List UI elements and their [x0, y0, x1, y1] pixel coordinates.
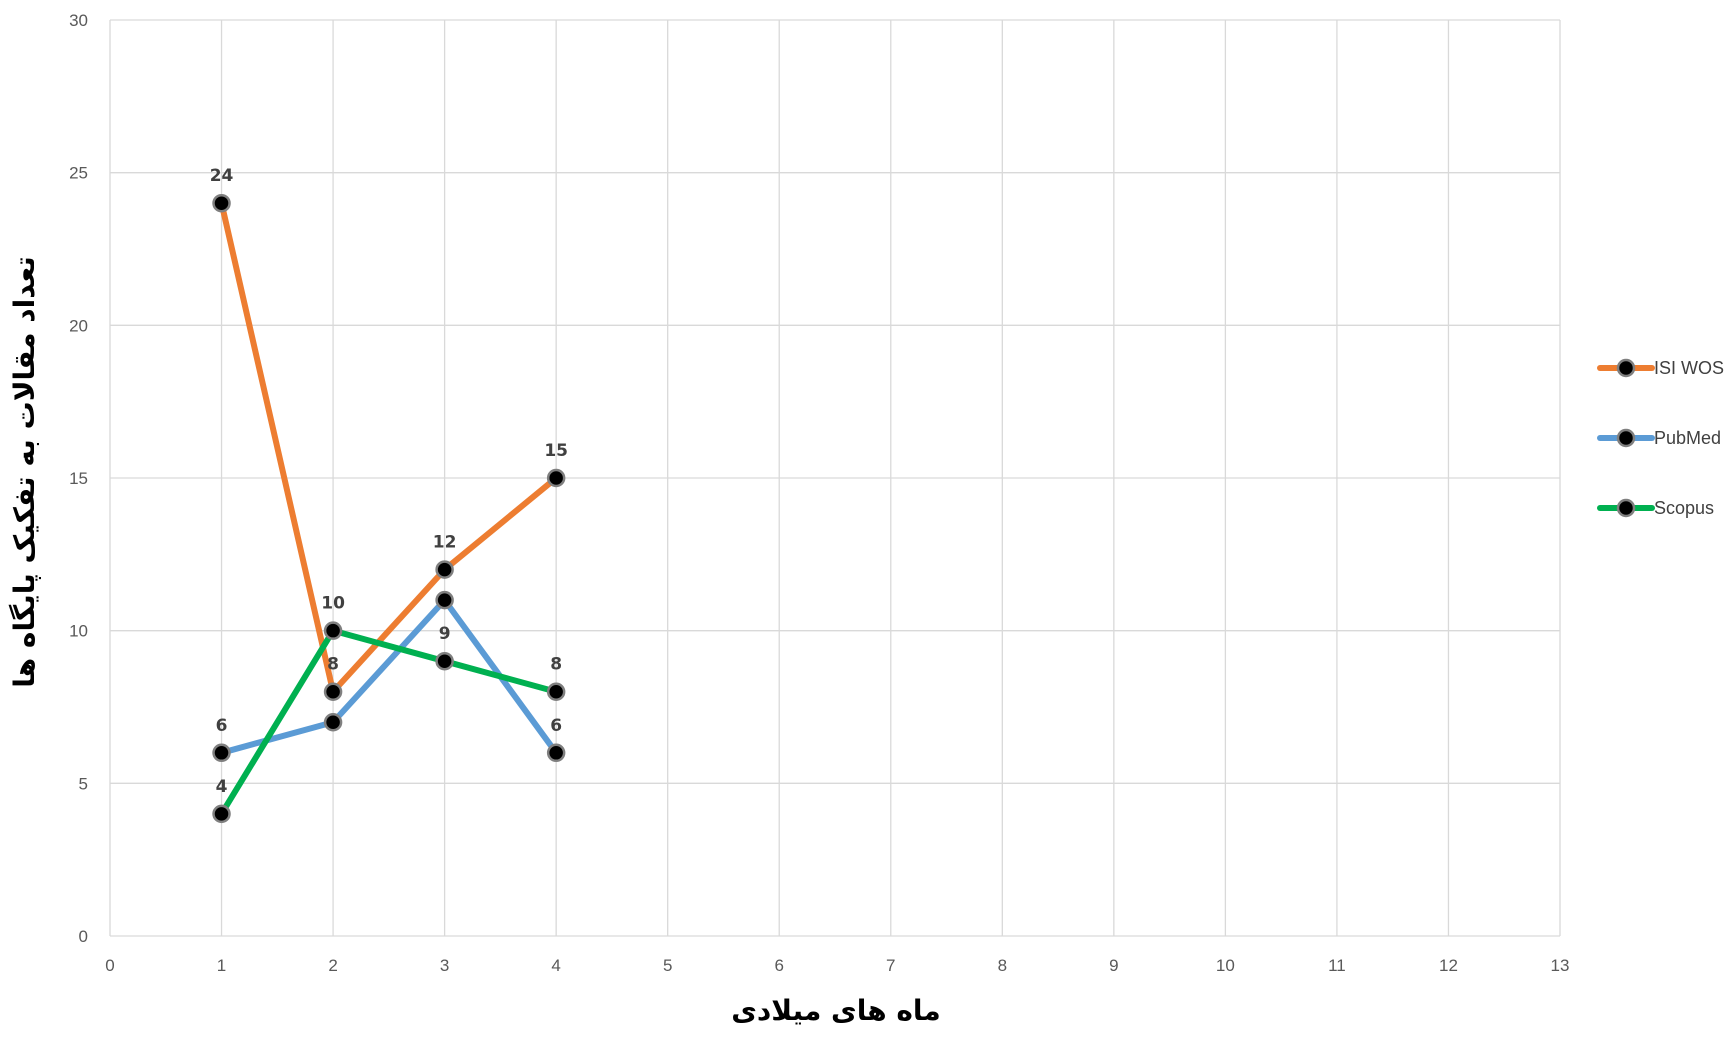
- x-tick-label: 5: [663, 956, 672, 975]
- x-tick-label: 12: [1439, 956, 1458, 975]
- legend-label: Scopus: [1654, 498, 1714, 518]
- x-axis-title: ماه های میلادی: [731, 994, 941, 1027]
- gridlines: [109, 19, 1561, 937]
- data-point-marker: [323, 713, 343, 732]
- y-tick-label: 5: [79, 774, 88, 793]
- y-tick-label: 15: [69, 469, 88, 488]
- legend-marker: [1616, 358, 1636, 378]
- data-label: 6: [216, 716, 228, 736]
- data-label: 15: [544, 441, 568, 461]
- data-point-marker: [212, 743, 231, 763]
- data-point-marker: [546, 743, 566, 763]
- x-tick-label: 4: [551, 956, 560, 975]
- x-tick-label: 3: [440, 956, 449, 975]
- x-tick-label: 2: [328, 956, 337, 975]
- series-line-isi-wos: [218, 200, 560, 695]
- legend-label: ISI WOS: [1654, 358, 1724, 378]
- data-label: 9: [439, 624, 451, 644]
- legend-marker: [1616, 428, 1636, 448]
- data-point-marker: [212, 804, 231, 824]
- x-tick-label: 7: [886, 956, 895, 975]
- x-tick-label: 0: [105, 956, 114, 975]
- data-point-marker: [323, 621, 343, 640]
- x-tick-label: 6: [774, 956, 783, 975]
- y-tick-label: 10: [69, 622, 88, 641]
- data-point-marker: [546, 682, 566, 701]
- data-label: 12: [433, 533, 457, 553]
- x-tick-label: 10: [1216, 956, 1235, 975]
- x-tick-label: 8: [998, 956, 1007, 975]
- data-label: 24: [210, 166, 234, 186]
- y-tick-label: 0: [79, 927, 88, 946]
- data-point-marker: [323, 682, 343, 701]
- data-point-marker: [546, 468, 566, 488]
- legend: ISI WOS PubMed Scopus: [1597, 358, 1724, 518]
- x-tick-label: 9: [1109, 956, 1118, 975]
- data-point-marker: [435, 590, 454, 610]
- data-point-marker: [435, 560, 454, 579]
- series-lines: [218, 200, 560, 817]
- data-point-marker: [212, 193, 231, 213]
- y-tick-label: 20: [69, 316, 88, 335]
- y-axis-title: تعداد مقالات به تفکیک پایگاه ها: [8, 256, 41, 688]
- y-tick-label: 30: [69, 11, 88, 30]
- y-tick-label: 25: [69, 164, 88, 183]
- data-markers: [212, 193, 566, 824]
- data-point-marker: [435, 651, 454, 671]
- series-line-scopus: [218, 627, 560, 817]
- x-tick-label: 11: [1328, 956, 1346, 975]
- x-tick-label: 1: [217, 956, 226, 975]
- data-label: 8: [550, 655, 562, 675]
- legend-label: PubMed: [1654, 428, 1721, 448]
- data-labels: 24 6 4 10 8 12 9 15 8 6: [210, 166, 568, 797]
- data-label: 8: [327, 655, 339, 675]
- legend-marker: [1616, 498, 1636, 518]
- data-label: 4: [216, 777, 228, 797]
- x-tick-label: 13: [1551, 956, 1570, 975]
- data-label: 10: [321, 594, 345, 614]
- data-label: 6: [550, 716, 562, 736]
